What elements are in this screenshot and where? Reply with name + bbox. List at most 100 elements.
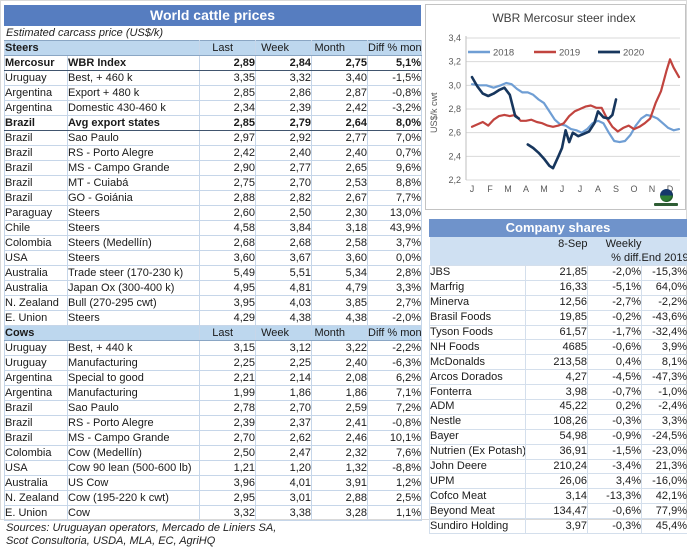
- cell-country: Brazil: [5, 416, 68, 431]
- cell-price: 213,58: [526, 355, 588, 370]
- cell-week: 2,70: [256, 176, 312, 191]
- cell-week: 1,86: [256, 386, 312, 401]
- cell-weekly-diff: -2,7%: [588, 295, 642, 310]
- cell-company: UPM: [430, 474, 526, 489]
- cell-week: 2,47: [256, 446, 312, 461]
- cell-diff-month: 0,7%: [368, 146, 422, 161]
- cell-company: ADM: [430, 400, 526, 415]
- cell-last: 2,34: [200, 101, 256, 116]
- cell-company: JBS: [430, 266, 526, 281]
- cell-last: 5,49: [200, 266, 256, 281]
- cell-end-2019: -2,4%: [642, 400, 687, 415]
- logo-wordmark: [654, 203, 678, 206]
- cell-week: 3,38: [256, 506, 312, 521]
- cell-diff-month: 7,0%: [368, 131, 422, 146]
- cell-last: 2,50: [200, 446, 256, 461]
- cell-last: 2,60: [200, 206, 256, 221]
- cell-detail: Avg export states: [68, 116, 200, 131]
- cell-last: 1,21: [200, 461, 256, 476]
- cell-weekly-diff: -0,2%: [588, 310, 642, 325]
- chart-title: WBR Mercosur steer index: [492, 11, 635, 25]
- cell-month: 2,87: [312, 86, 368, 101]
- cell-end-2019: 21,3%: [642, 459, 687, 474]
- cell-week: 2,25: [256, 356, 312, 371]
- cell-month: 1,32: [312, 461, 368, 476]
- cell-country: Brazil: [5, 116, 68, 131]
- cell-week: 4,01: [256, 476, 312, 491]
- cell-country: USA: [5, 251, 68, 266]
- cell-country: N. Zealand: [5, 491, 68, 506]
- cell-last: 2,42: [200, 146, 256, 161]
- cell-price: 4,27: [526, 370, 588, 385]
- cell-last: 2,68: [200, 236, 256, 251]
- cell-weekly-diff: -1,7%: [588, 325, 642, 340]
- cell-country: Argentina: [5, 86, 68, 101]
- cell-detail: MT - Cuiabá: [68, 176, 200, 191]
- cell-month: 2,67: [312, 191, 368, 206]
- cell-end-2019: 42,1%: [642, 489, 687, 504]
- cell-price: 12,56: [526, 295, 588, 310]
- y-tick-label: 2,6: [448, 128, 461, 138]
- x-tick-label: A: [523, 184, 529, 194]
- cell-weekly-diff: -0,3%: [588, 519, 642, 534]
- cell-month: 2,65: [312, 161, 368, 176]
- cell-diff-month: 0,0%: [368, 251, 422, 266]
- cell-price: 16,33: [526, 280, 588, 295]
- cell-end-2019: 64,0%: [642, 280, 687, 295]
- col-header-month: Month: [312, 41, 368, 56]
- col-header-month: Month: [312, 326, 368, 341]
- cell-detail: Manufacturing: [68, 356, 200, 371]
- cell-country: Brazil: [5, 146, 68, 161]
- cell-price: 3,14: [526, 489, 588, 504]
- cell-company: Sundiro Holding: [430, 519, 526, 534]
- legend-label-2018: 2018: [493, 48, 514, 59]
- cell-last: 2,39: [200, 416, 256, 431]
- table-subtitle: Estimated carcass price (US$/k): [4, 26, 421, 40]
- cell-price: 21,85: [526, 266, 588, 281]
- cell-end-2019: -24,5%: [642, 429, 687, 444]
- cell-month: 5,34: [312, 266, 368, 281]
- cell-company: Arcos Dorados: [430, 370, 526, 385]
- cell-last: 4,95: [200, 281, 256, 296]
- cell-diff-month: 2,8%: [368, 266, 422, 281]
- cell-country: Brazil: [5, 161, 68, 176]
- cell-detail: Sao Paulo: [68, 401, 200, 416]
- cell-month: 3,22: [312, 341, 368, 356]
- cell-weekly-diff: 0,2%: [588, 400, 642, 415]
- cell-country: Argentina: [5, 101, 68, 116]
- cell-last: 2,97: [200, 131, 256, 146]
- cell-detail: Cow: [68, 506, 200, 521]
- cell-weekly-diff: -5,1%: [588, 280, 642, 295]
- cell-last: 2,85: [200, 86, 256, 101]
- cell-diff-month: -0,8%: [368, 86, 422, 101]
- cell-detail: GO - Goiánia: [68, 191, 200, 206]
- cell-country: Mercosur: [5, 56, 68, 71]
- cell-diff-month: 3,3%: [368, 281, 422, 296]
- col-header-week: Week: [256, 41, 312, 56]
- cell-price: 3,97: [526, 519, 588, 534]
- cell-detail: Cow (Medellín): [68, 446, 200, 461]
- y-tick-label: 2,4: [448, 151, 461, 161]
- table-row: Nutrien (Ex Potash)36,91-1,5%-23,0%: [430, 444, 687, 459]
- cell-end-2019: 77,9%: [642, 504, 687, 519]
- cell-weekly-diff: -0,3%: [588, 414, 642, 429]
- cell-week: 2,37: [256, 416, 312, 431]
- cell-end-2019: -47,3%: [642, 370, 687, 385]
- header-weekly: Weekly: [588, 237, 642, 251]
- cell-weekly-diff: 0,4%: [588, 355, 642, 370]
- cell-detail: Japan Ox (300-400 k): [68, 281, 200, 296]
- cell-country: Argentina: [5, 371, 68, 386]
